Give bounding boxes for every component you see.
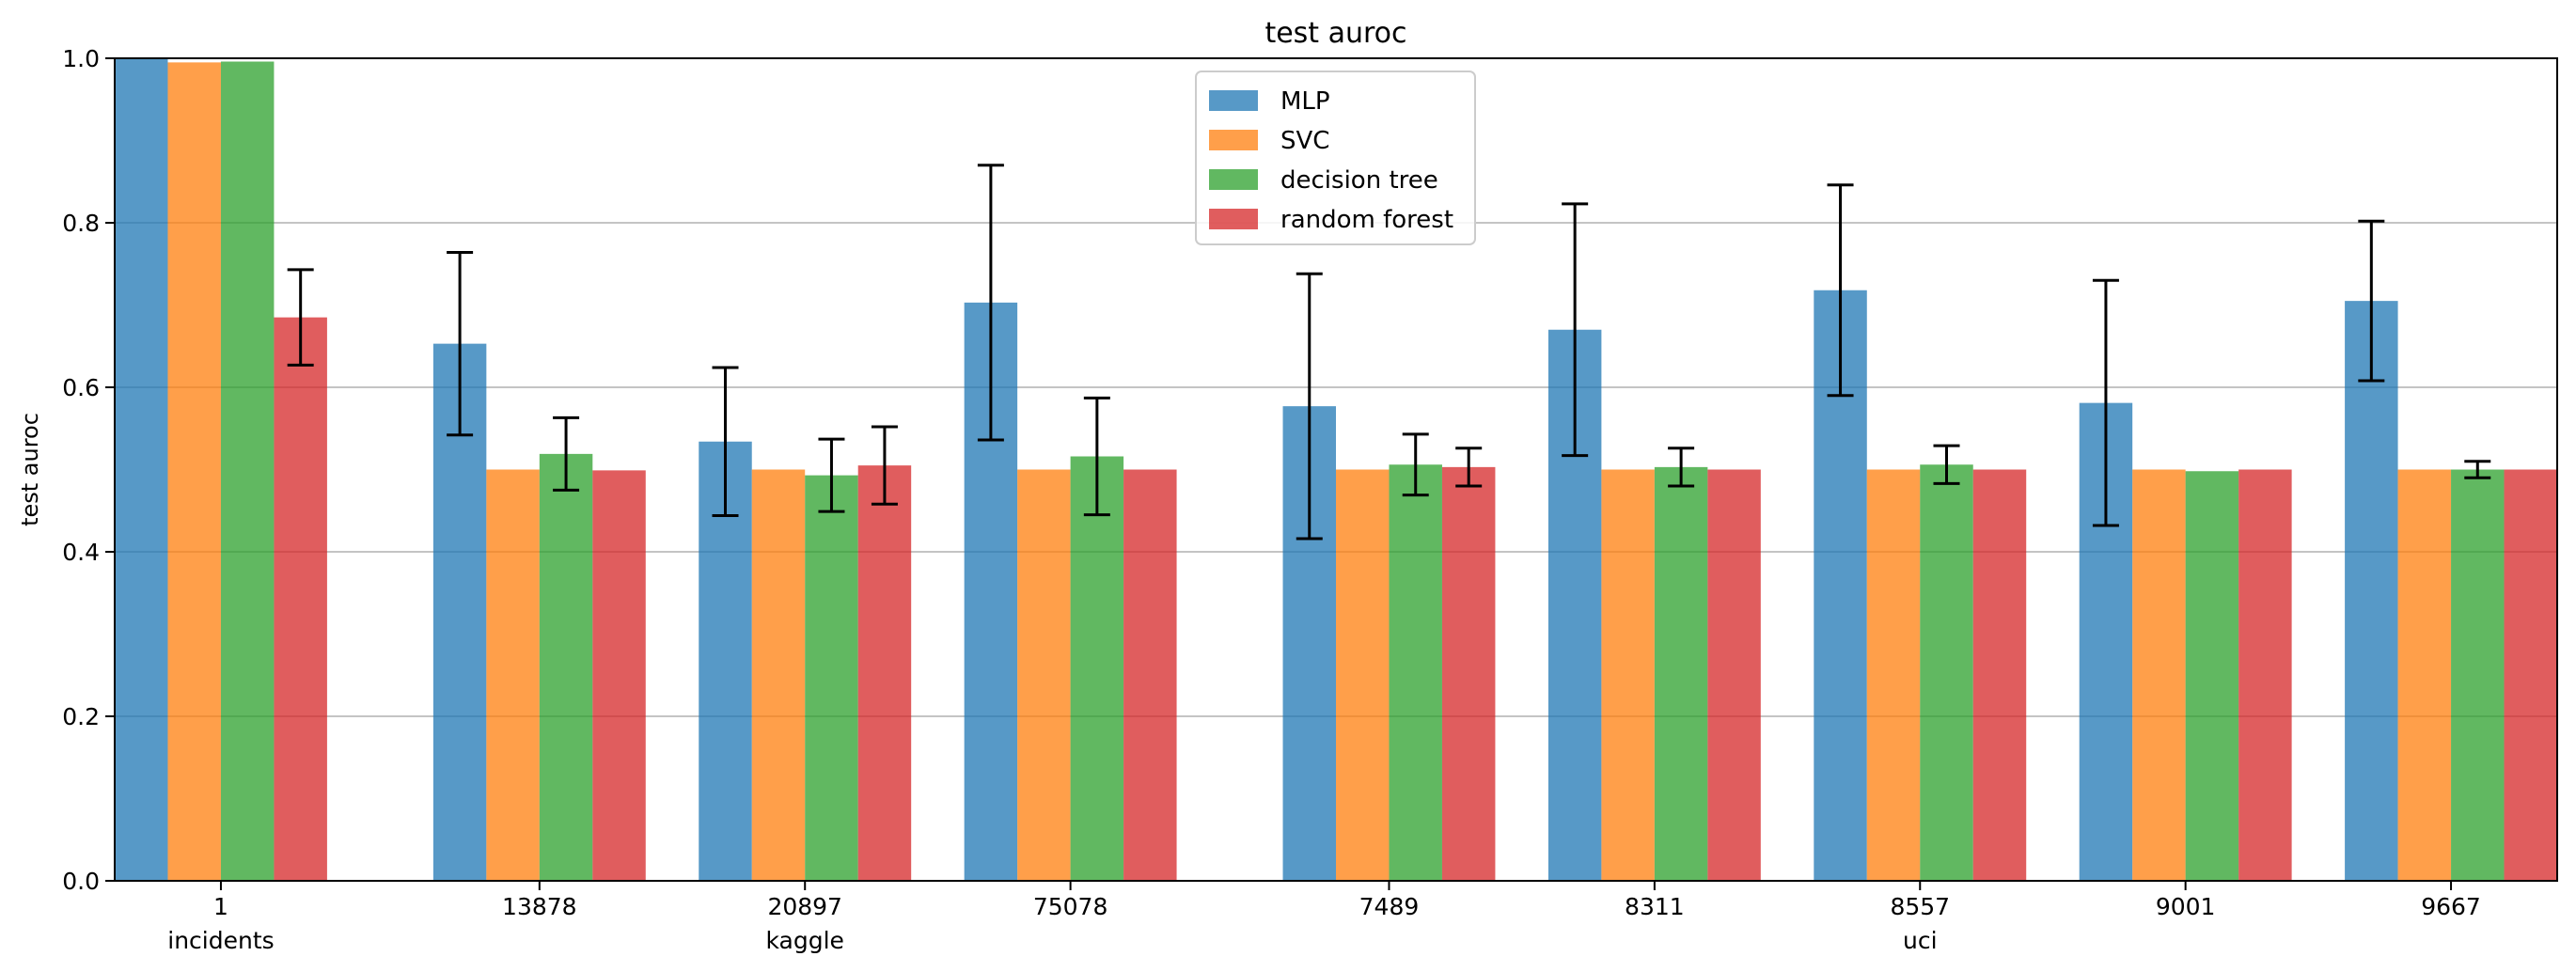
legend-box bbox=[1195, 71, 1476, 245]
plot-frame bbox=[114, 57, 2558, 882]
x-group-label: kaggle bbox=[765, 927, 843, 954]
x-tick-label: 9001 bbox=[2156, 893, 2216, 920]
legend-swatch bbox=[1209, 130, 1258, 150]
x-tick-label: 8557 bbox=[1890, 893, 1950, 920]
legend-label: decision tree bbox=[1280, 166, 1438, 195]
x-tick-label: 7489 bbox=[1359, 893, 1420, 920]
legend-swatch bbox=[1209, 169, 1258, 190]
legend-label: SVC bbox=[1280, 127, 1329, 155]
bar bbox=[1123, 469, 1177, 881]
bar bbox=[1972, 469, 2027, 881]
bar bbox=[539, 453, 593, 881]
x-tick-label: 9667 bbox=[2421, 893, 2481, 920]
bar bbox=[2132, 469, 2186, 881]
bar bbox=[1336, 469, 1390, 881]
legend-swatch bbox=[1209, 209, 1258, 229]
bar bbox=[1920, 464, 1973, 881]
bar bbox=[1601, 469, 1655, 881]
bar bbox=[220, 61, 275, 881]
bar bbox=[2504, 469, 2557, 881]
x-tick-label: 1 bbox=[213, 893, 228, 920]
y-axis-label: test auroc bbox=[17, 413, 43, 526]
bar bbox=[751, 469, 806, 881]
chart-title: test auroc bbox=[1264, 17, 1406, 50]
x-group-label: uci bbox=[1903, 927, 1938, 954]
bar bbox=[167, 62, 221, 881]
bar bbox=[2451, 469, 2505, 881]
bar bbox=[805, 475, 858, 881]
y-axis: 0.0 0.2 0.4 0.6 0.8 1.0 bbox=[62, 45, 115, 895]
x-tick-label: 13878 bbox=[502, 893, 577, 920]
y-tick-label: 0.6 bbox=[62, 374, 100, 401]
bar bbox=[1441, 466, 1496, 881]
bar bbox=[857, 465, 912, 881]
y-tick-label: 0.0 bbox=[62, 868, 100, 895]
bar bbox=[1017, 469, 1071, 881]
legend-label: MLP bbox=[1280, 87, 1330, 116]
bar bbox=[2345, 301, 2398, 881]
bar bbox=[2397, 469, 2452, 881]
bar bbox=[1654, 466, 1708, 881]
error-bars bbox=[287, 164, 2491, 541]
bar bbox=[1070, 456, 1124, 881]
bar bbox=[2238, 469, 2292, 881]
y-tick-label: 0.4 bbox=[62, 539, 100, 566]
bar bbox=[1389, 464, 1442, 881]
x-axis: 1 incidents 13878 20897 75078 kaggle 7489 8311 8… bbox=[167, 881, 2481, 954]
legend-label: random forest bbox=[1280, 206, 1453, 234]
bar bbox=[1866, 469, 1921, 881]
bar bbox=[592, 470, 646, 881]
x-tick-label: 75078 bbox=[1033, 893, 1108, 920]
y-tick-label: 1.0 bbox=[62, 45, 100, 72]
bar bbox=[115, 58, 168, 881]
y-tick-label: 0.8 bbox=[62, 210, 100, 237]
bar bbox=[2185, 471, 2239, 881]
x-tick-label: 8311 bbox=[1625, 893, 1685, 920]
x-group-label: incidents bbox=[167, 927, 274, 954]
legend-swatch bbox=[1209, 90, 1258, 111]
x-tick-label: 20897 bbox=[767, 893, 842, 920]
legend: MLP SVC decision tree random forest bbox=[1195, 71, 1476, 245]
y-tick-label: 0.2 bbox=[62, 703, 100, 730]
bar bbox=[486, 469, 540, 881]
bar bbox=[274, 317, 327, 881]
bar bbox=[1707, 469, 1761, 881]
